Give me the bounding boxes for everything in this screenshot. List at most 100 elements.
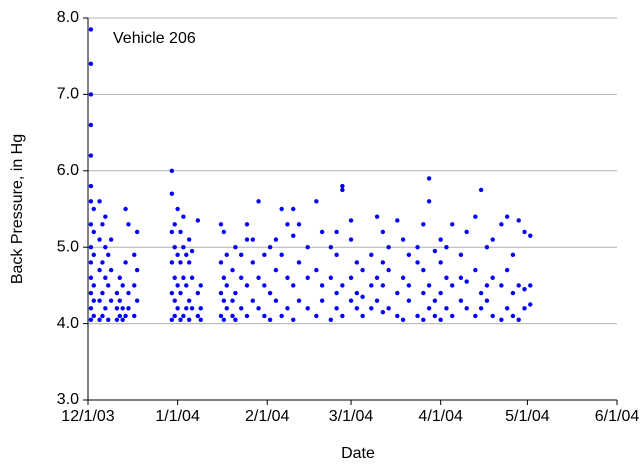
point [195,290,201,296]
point [438,260,443,265]
point [184,252,189,258]
point [233,245,238,250]
point [256,306,261,311]
point [380,260,386,265]
point [490,313,495,319]
point [172,313,177,319]
point [464,279,469,284]
point [400,275,406,280]
point [88,222,94,227]
point [291,283,296,288]
x-tick-label: 1/1/04 [155,408,200,425]
x-axis-label: Date [341,445,375,462]
point [88,153,94,158]
point [224,252,229,258]
point [198,306,203,311]
point [432,248,438,254]
point [181,275,186,280]
point [406,283,412,288]
point [126,290,131,296]
point [478,306,484,311]
point [108,298,114,303]
point [103,275,108,280]
point [273,237,279,242]
point [406,298,412,303]
point [218,222,224,227]
point [244,237,250,242]
point [291,317,296,322]
point [522,287,527,292]
point [348,237,354,242]
point [458,252,464,258]
y-tick-label: 3.0 [57,391,79,408]
point [421,290,426,296]
point [510,252,516,258]
point [426,283,432,288]
point [195,313,201,319]
point [186,237,192,242]
point [458,298,464,303]
point [273,298,279,303]
point [88,306,94,311]
point [175,283,180,288]
x-tick-label: 6/1/04 [595,408,640,425]
point [132,283,137,288]
point [444,306,449,311]
point [103,245,108,250]
point [415,260,420,265]
point [117,298,122,303]
point [106,317,111,322]
point [426,306,432,311]
point [504,267,510,273]
point [184,306,189,311]
point [499,222,504,227]
point [239,306,244,311]
point [279,252,284,258]
point [186,317,192,322]
point [97,237,102,242]
point [114,306,120,311]
point [444,275,449,280]
point [134,298,140,303]
point [132,252,137,258]
point [421,267,426,273]
point [374,298,380,303]
point [395,290,400,296]
point [181,313,186,319]
point [291,233,296,238]
point [426,199,432,204]
point [334,229,339,235]
point [91,298,96,303]
point [239,275,244,280]
point [169,317,175,322]
point [88,199,94,204]
point [369,252,374,258]
point [100,260,105,265]
point [108,267,114,273]
point [181,245,186,250]
point [296,260,302,265]
point [189,248,195,254]
point [473,214,478,219]
point [438,237,443,242]
point [450,313,455,319]
point [360,294,365,300]
point [88,92,94,97]
point [169,191,175,196]
point [117,313,122,319]
point [400,317,406,322]
point [88,317,94,322]
point [450,222,455,227]
point [458,275,464,280]
point [328,317,334,322]
y-tick-label: 8.0 [57,9,79,26]
point [522,229,527,235]
y-tick-label: 7.0 [57,86,79,103]
point [198,317,203,322]
point [386,306,391,311]
point [239,252,244,258]
point [450,283,455,288]
point [169,168,175,173]
point [374,275,380,280]
